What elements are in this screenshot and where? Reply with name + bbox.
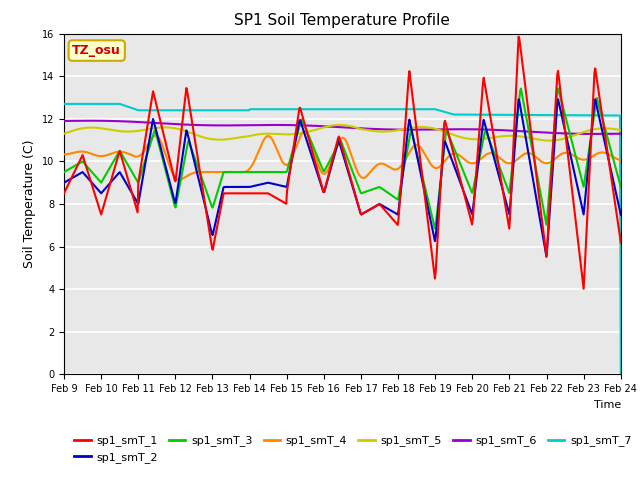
Line: sp1_smT_5: sp1_smT_5 (64, 125, 621, 141)
sp1_smT_3 (554, 85, 562, 91)
sp1_smT_1 (580, 286, 588, 292)
sp1_smT_3 (70, 163, 78, 169)
sp1_smT_4 (214, 169, 222, 175)
sp1_smT_4 (617, 157, 625, 163)
sp1_smT_3 (426, 206, 434, 212)
sp1_smT_1 (617, 240, 625, 245)
sp1_smT_5 (546, 138, 554, 144)
sp1_smT_4 (412, 143, 419, 148)
sp1_smT_6 (591, 131, 598, 137)
sp1_smT_7 (184, 108, 192, 113)
sp1_smT_3 (431, 226, 439, 231)
sp1_smT_3 (60, 169, 68, 175)
sp1_smT_4 (301, 129, 308, 134)
sp1_smT_4 (185, 172, 193, 178)
sp1_smT_7 (426, 107, 434, 112)
sp1_smT_4 (70, 150, 78, 156)
sp1_smT_1 (70, 169, 78, 175)
sp1_smT_1 (426, 238, 434, 244)
sp1_smT_6 (86, 118, 94, 123)
sp1_smT_6 (617, 131, 625, 137)
sp1_smT_2 (543, 254, 550, 260)
sp1_smT_1 (410, 106, 418, 112)
sp1_smT_3 (617, 184, 625, 190)
sp1_smT_7 (410, 107, 418, 112)
sp1_smT_4 (127, 152, 135, 157)
sp1_smT_1 (184, 93, 192, 98)
sp1_smT_2 (70, 174, 78, 180)
sp1_smT_1 (127, 188, 135, 194)
sp1_smT_5 (184, 129, 192, 135)
Line: sp1_smT_4: sp1_smT_4 (64, 132, 621, 180)
sp1_smT_2 (184, 132, 192, 138)
Legend: sp1_smT_1, sp1_smT_2, sp1_smT_3, sp1_smT_4, sp1_smT_5, sp1_smT_6, sp1_smT_7: sp1_smT_1, sp1_smT_2, sp1_smT_3, sp1_smT… (70, 431, 636, 468)
sp1_smT_2 (554, 96, 562, 102)
sp1_smT_6 (214, 122, 222, 128)
sp1_smT_6 (128, 119, 136, 125)
Line: sp1_smT_3: sp1_smT_3 (64, 88, 621, 228)
Y-axis label: Soil Temperature (C): Soil Temperature (C) (23, 140, 36, 268)
sp1_smT_3 (184, 140, 192, 145)
sp1_smT_6 (185, 122, 193, 128)
Line: sp1_smT_6: sp1_smT_6 (64, 120, 621, 134)
sp1_smT_6 (60, 118, 68, 124)
sp1_smT_2 (617, 212, 625, 217)
Text: TZ_osu: TZ_osu (72, 44, 121, 57)
Title: SP1 Soil Temperature Profile: SP1 Soil Temperature Profile (234, 13, 451, 28)
sp1_smT_6 (428, 127, 435, 132)
sp1_smT_2 (60, 180, 68, 186)
sp1_smT_5 (60, 131, 68, 137)
sp1_smT_7 (617, 372, 625, 377)
sp1_smT_4 (60, 152, 68, 157)
sp1_smT_5 (428, 125, 435, 131)
sp1_smT_7 (214, 108, 221, 113)
sp1_smT_5 (411, 124, 419, 130)
sp1_smT_5 (70, 127, 78, 133)
sp1_smT_6 (411, 127, 419, 132)
sp1_smT_2 (214, 212, 221, 217)
sp1_smT_7 (70, 101, 78, 107)
sp1_smT_5 (617, 127, 625, 133)
sp1_smT_3 (214, 190, 221, 195)
sp1_smT_6 (70, 118, 78, 124)
sp1_smT_4 (428, 163, 436, 168)
Line: sp1_smT_2: sp1_smT_2 (64, 99, 621, 257)
sp1_smT_1 (60, 191, 68, 196)
sp1_smT_3 (127, 168, 135, 174)
sp1_smT_2 (426, 216, 434, 222)
X-axis label: Time: Time (593, 400, 621, 409)
sp1_smT_5 (214, 137, 221, 143)
sp1_smT_5 (336, 122, 344, 128)
sp1_smT_1 (515, 34, 522, 39)
sp1_smT_5 (127, 129, 135, 134)
sp1_smT_2 (410, 139, 418, 144)
sp1_smT_4 (175, 177, 183, 183)
sp1_smT_7 (127, 105, 135, 111)
sp1_smT_1 (214, 223, 221, 228)
sp1_smT_7 (60, 101, 68, 107)
sp1_smT_3 (410, 139, 418, 144)
sp1_smT_2 (127, 189, 135, 195)
Line: sp1_smT_1: sp1_smT_1 (64, 36, 621, 289)
Line: sp1_smT_7: sp1_smT_7 (64, 104, 621, 374)
